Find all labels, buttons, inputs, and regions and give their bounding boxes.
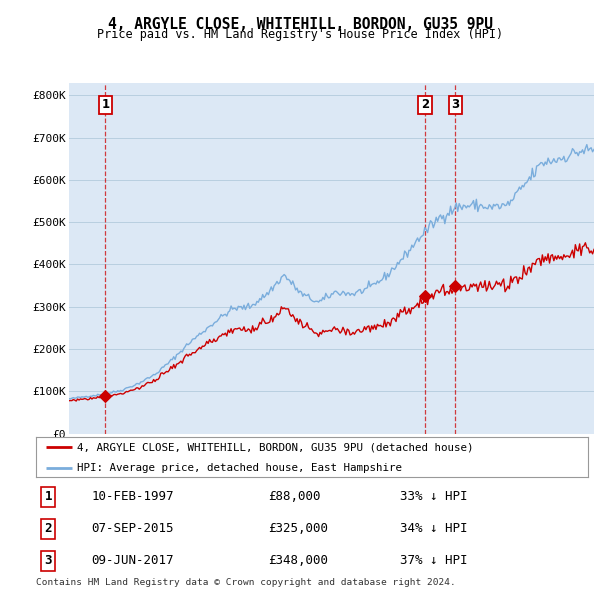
Text: Contains HM Land Registry data © Crown copyright and database right 2024.: Contains HM Land Registry data © Crown c… bbox=[36, 578, 456, 587]
Point bbox=[101, 392, 110, 401]
Text: £325,000: £325,000 bbox=[268, 522, 328, 535]
Text: 33% ↓ HPI: 33% ↓ HPI bbox=[400, 490, 468, 503]
Text: £88,000: £88,000 bbox=[268, 490, 320, 503]
Text: HPI: Average price, detached house, East Hampshire: HPI: Average price, detached house, East… bbox=[77, 463, 403, 473]
Text: 10-FEB-1997: 10-FEB-1997 bbox=[91, 490, 174, 503]
Text: 1: 1 bbox=[101, 99, 110, 112]
Text: 3: 3 bbox=[44, 554, 52, 567]
Text: £348,000: £348,000 bbox=[268, 554, 328, 567]
Point bbox=[451, 282, 460, 291]
Text: Price paid vs. HM Land Registry's House Price Index (HPI): Price paid vs. HM Land Registry's House … bbox=[97, 28, 503, 41]
Text: 34% ↓ HPI: 34% ↓ HPI bbox=[400, 522, 468, 535]
Text: 4, ARGYLE CLOSE, WHITEHILL, BORDON, GU35 9PU: 4, ARGYLE CLOSE, WHITEHILL, BORDON, GU35… bbox=[107, 17, 493, 31]
Text: 07-SEP-2015: 07-SEP-2015 bbox=[91, 522, 174, 535]
Text: 1: 1 bbox=[44, 490, 52, 503]
Text: 2: 2 bbox=[44, 522, 52, 535]
Text: 4, ARGYLE CLOSE, WHITEHILL, BORDON, GU35 9PU (detached house): 4, ARGYLE CLOSE, WHITEHILL, BORDON, GU35… bbox=[77, 442, 474, 453]
Point bbox=[420, 291, 430, 301]
Text: 37% ↓ HPI: 37% ↓ HPI bbox=[400, 554, 468, 567]
Text: 3: 3 bbox=[451, 99, 460, 112]
Text: 2: 2 bbox=[421, 99, 429, 112]
Text: 09-JUN-2017: 09-JUN-2017 bbox=[91, 554, 174, 567]
